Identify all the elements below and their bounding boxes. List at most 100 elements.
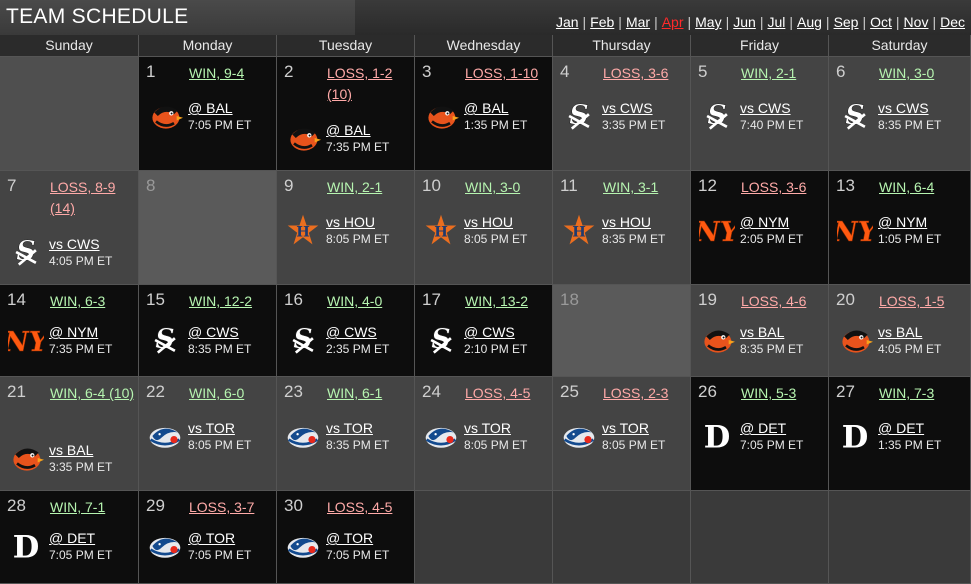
month-link-dec[interactable]: Dec <box>940 14 965 30</box>
game-info: D @ DET 7:05 PM ET <box>7 527 134 565</box>
game-result-link[interactable]: WIN, 7-1 <box>50 499 106 515</box>
matchup-link[interactable]: @ BAL <box>188 100 233 116</box>
game-result-link[interactable]: LOSS, 2-3 <box>603 385 669 401</box>
matchup-link[interactable]: vs TOR <box>602 420 649 436</box>
game-result-link[interactable]: WIN, 12-2 <box>189 293 253 309</box>
game-result-link[interactable]: WIN, 4-0 <box>327 293 383 309</box>
day-number: 20 <box>836 290 855 309</box>
game-time: 3:35 PM ET <box>602 118 666 132</box>
game-result-link[interactable]: LOSS, 1-5 <box>879 293 945 309</box>
game-result-link[interactable]: WIN, 9-4 <box>189 65 245 81</box>
matchup-link[interactable]: @ BAL <box>464 100 509 116</box>
game-result-link[interactable]: LOSS, 4-5 <box>465 385 531 401</box>
matchup-link[interactable]: @ NYM <box>49 324 99 340</box>
game-time: 3:35 PM ET <box>49 460 113 474</box>
game-result-link[interactable]: WIN, 6-3 <box>50 293 106 309</box>
game-result-link[interactable]: WIN, 2-1 <box>741 65 797 81</box>
game-result-link[interactable]: WIN, 3-0 <box>465 179 521 195</box>
matchup-link[interactable]: vs BAL <box>740 324 785 340</box>
day-number: 26 <box>698 382 717 401</box>
matchup-link[interactable]: vs CWS <box>602 100 653 116</box>
matchup-link[interactable]: vs HOU <box>326 214 375 230</box>
game-result-link[interactable]: WIN, 2-1 <box>327 179 383 195</box>
matchup-link[interactable]: vs CWS <box>740 100 791 116</box>
matchup-link[interactable]: @ NYM <box>740 214 790 230</box>
matchup-link[interactable]: @ CWS <box>326 324 377 340</box>
game-result-link[interactable]: LOSS, 3-7 <box>189 499 255 515</box>
matchup-link[interactable]: vs BAL <box>878 324 923 340</box>
matchup-link[interactable]: vs TOR <box>326 420 373 436</box>
game-time: 8:35 PM ET <box>326 438 390 452</box>
blue-jays-icon <box>146 527 184 565</box>
month-link-may[interactable]: May <box>695 14 722 30</box>
weekday-header-thursday: Thursday <box>553 35 691 57</box>
game-result-link[interactable]: LOSS, 3-6 <box>603 65 669 81</box>
game-time: 7:05 PM ET <box>188 118 252 132</box>
matchup-link[interactable]: vs CWS <box>878 100 929 116</box>
month-link-nov[interactable]: Nov <box>903 14 929 30</box>
matchup-link[interactable]: vs HOU <box>464 214 513 230</box>
month-link-aug[interactable]: Aug <box>797 14 822 30</box>
game-result-link[interactable]: LOSS, 8-9 (14) <box>50 179 116 216</box>
weekday-header-wednesday: Wednesday <box>415 35 553 57</box>
month-link-apr[interactable]: Apr <box>661 14 684 30</box>
matchup-link[interactable]: @ TOR <box>326 530 374 546</box>
matchup-link[interactable]: vs CWS <box>49 236 100 252</box>
game-text: vs HOU 8:35 PM ET <box>602 213 665 247</box>
month-separator: | <box>862 14 867 30</box>
game-info: @ BAL 1:35 PM ET <box>422 97 548 135</box>
game-result-link[interactable]: WIN, 7-3 <box>879 385 935 401</box>
orioles-icon <box>836 321 874 359</box>
calendar-empty-cell <box>553 491 691 584</box>
svg-text:H: H <box>572 223 586 240</box>
matchup-link[interactable]: @ DET <box>49 530 96 546</box>
matchup-link[interactable]: vs TOR <box>188 420 235 436</box>
month-link-jan[interactable]: Jan <box>555 14 579 30</box>
matchup-link[interactable]: @ NYM <box>878 214 928 230</box>
game-result-link[interactable]: LOSS, 4-6 <box>741 293 807 309</box>
game-text: @ BAL 1:35 PM ET <box>464 99 527 133</box>
blue-jays-icon <box>146 417 184 455</box>
matchup-link[interactable]: vs TOR <box>464 420 511 436</box>
game-result-link[interactable]: WIN, 3-1 <box>603 179 659 195</box>
month-link-jun[interactable]: Jun <box>733 14 756 30</box>
mets-icon: NY <box>698 211 736 249</box>
game-result-link[interactable]: WIN, 6-0 <box>189 385 245 401</box>
game-text: @ DET 7:05 PM ET <box>740 419 803 453</box>
game-time: 8:05 PM ET <box>188 438 252 452</box>
month-link-feb[interactable]: Feb <box>590 14 615 30</box>
game-text: vs CWS 3:35 PM ET <box>602 99 665 133</box>
game-time: 7:40 PM ET <box>740 118 804 132</box>
matchup-link[interactable]: @ TOR <box>188 530 236 546</box>
svg-text:D: D <box>13 530 40 564</box>
game-result-link[interactable]: WIN, 3-0 <box>879 65 935 81</box>
matchup-link[interactable]: @ BAL <box>326 122 371 138</box>
game-result-link[interactable]: WIN, 6-1 <box>327 385 383 401</box>
matchup-link[interactable]: @ DET <box>878 420 925 436</box>
game-result-link[interactable]: WIN, 6-4 <box>879 179 935 195</box>
matchup-link[interactable]: vs HOU <box>602 214 651 230</box>
game-result-link[interactable]: WIN, 13-2 <box>465 293 529 309</box>
month-link-mar[interactable]: Mar <box>625 14 651 30</box>
matchup-link[interactable]: @ CWS <box>464 324 515 340</box>
game-result-link[interactable]: WIN, 5-3 <box>741 385 797 401</box>
matchup-link[interactable]: @ CWS <box>188 324 239 340</box>
game-result-link[interactable]: WIN, 6-4 (10) <box>50 385 135 401</box>
svg-text:H: H <box>296 223 310 240</box>
matchup-link[interactable]: @ DET <box>740 420 787 436</box>
month-link-sep[interactable]: Sep <box>833 14 859 30</box>
game-result-link[interactable]: LOSS, 1-2 (10) <box>327 65 393 102</box>
matchup-link[interactable]: vs BAL <box>49 442 94 458</box>
month-link-oct[interactable]: Oct <box>870 14 892 30</box>
game-text: vs TOR 8:05 PM ET <box>188 419 251 453</box>
game-result-link[interactable]: LOSS, 1-10 <box>465 65 539 81</box>
game-result-link[interactable]: LOSS, 3-6 <box>741 179 807 195</box>
game-time: 8:05 PM ET <box>602 438 666 452</box>
month-link-jul[interactable]: Jul <box>767 14 786 30</box>
game-result-link[interactable]: LOSS, 4-5 <box>327 499 393 515</box>
